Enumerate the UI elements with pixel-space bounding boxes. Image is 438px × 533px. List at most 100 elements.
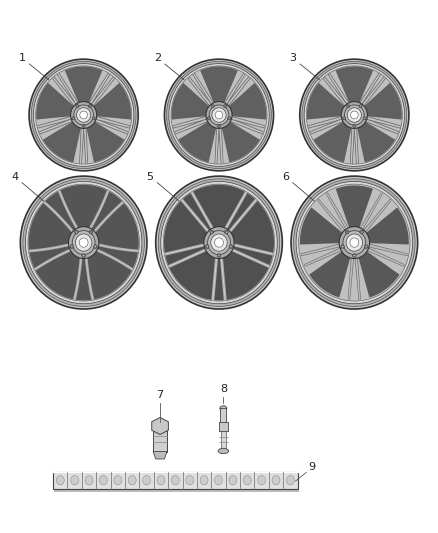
Ellipse shape	[300, 59, 409, 171]
Ellipse shape	[77, 106, 78, 107]
Text: 7: 7	[156, 391, 164, 400]
Polygon shape	[314, 122, 351, 163]
Ellipse shape	[211, 231, 213, 233]
Polygon shape	[356, 192, 382, 237]
Ellipse shape	[306, 66, 403, 164]
Ellipse shape	[217, 254, 221, 257]
Ellipse shape	[350, 111, 358, 119]
Ellipse shape	[291, 176, 418, 309]
Ellipse shape	[74, 105, 93, 125]
Polygon shape	[358, 199, 391, 239]
Ellipse shape	[353, 255, 355, 256]
Ellipse shape	[25, 181, 142, 304]
Polygon shape	[65, 67, 102, 103]
Bar	[220, 408, 226, 423]
Polygon shape	[178, 122, 216, 163]
Ellipse shape	[163, 184, 275, 301]
Polygon shape	[310, 116, 349, 134]
Ellipse shape	[224, 106, 226, 107]
Ellipse shape	[225, 230, 228, 234]
Polygon shape	[39, 116, 78, 134]
Ellipse shape	[218, 255, 220, 256]
Polygon shape	[85, 74, 110, 110]
Polygon shape	[87, 122, 124, 163]
Ellipse shape	[164, 185, 274, 301]
Ellipse shape	[68, 227, 99, 259]
Ellipse shape	[75, 234, 92, 251]
Ellipse shape	[347, 108, 361, 122]
Ellipse shape	[20, 176, 147, 309]
Ellipse shape	[93, 117, 95, 119]
Ellipse shape	[360, 106, 361, 107]
Polygon shape	[43, 122, 81, 163]
Ellipse shape	[89, 230, 93, 234]
Ellipse shape	[353, 124, 356, 127]
Ellipse shape	[210, 230, 213, 234]
Ellipse shape	[166, 61, 272, 168]
Ellipse shape	[302, 61, 407, 168]
Ellipse shape	[350, 238, 359, 247]
Polygon shape	[360, 245, 405, 266]
Text: 1: 1	[18, 53, 25, 63]
Polygon shape	[222, 122, 260, 163]
Polygon shape	[308, 115, 348, 128]
Ellipse shape	[363, 117, 366, 120]
Ellipse shape	[85, 475, 93, 485]
Ellipse shape	[345, 105, 364, 125]
Ellipse shape	[218, 125, 220, 127]
Ellipse shape	[343, 117, 345, 119]
Ellipse shape	[204, 227, 234, 259]
Text: 5: 5	[146, 172, 153, 182]
Ellipse shape	[230, 246, 232, 248]
Ellipse shape	[207, 117, 210, 120]
Ellipse shape	[71, 246, 73, 248]
Ellipse shape	[76, 104, 79, 108]
Ellipse shape	[296, 181, 413, 304]
Ellipse shape	[364, 245, 368, 248]
Polygon shape	[57, 74, 82, 110]
Ellipse shape	[205, 245, 209, 248]
Ellipse shape	[157, 475, 165, 485]
Ellipse shape	[339, 227, 370, 259]
Polygon shape	[173, 115, 213, 128]
Ellipse shape	[211, 104, 214, 108]
Ellipse shape	[99, 475, 107, 485]
Polygon shape	[152, 417, 168, 434]
Polygon shape	[354, 122, 358, 164]
Ellipse shape	[212, 108, 226, 122]
Polygon shape	[200, 67, 238, 103]
Ellipse shape	[208, 231, 230, 255]
Ellipse shape	[114, 475, 122, 485]
Ellipse shape	[128, 475, 136, 485]
Polygon shape	[348, 249, 354, 300]
Polygon shape	[304, 245, 349, 266]
Ellipse shape	[228, 117, 231, 120]
Ellipse shape	[83, 125, 85, 127]
Ellipse shape	[208, 117, 210, 119]
Ellipse shape	[143, 475, 151, 485]
Ellipse shape	[89, 106, 91, 107]
Ellipse shape	[293, 179, 415, 306]
Ellipse shape	[342, 246, 343, 248]
Text: 3: 3	[289, 53, 296, 63]
Text: 6: 6	[282, 172, 289, 182]
Polygon shape	[336, 67, 373, 103]
Polygon shape	[301, 242, 348, 256]
Ellipse shape	[206, 246, 208, 248]
Ellipse shape	[82, 124, 85, 127]
Polygon shape	[360, 116, 399, 134]
Ellipse shape	[74, 230, 78, 234]
Ellipse shape	[341, 102, 367, 128]
Polygon shape	[38, 115, 78, 128]
Ellipse shape	[228, 117, 230, 119]
Ellipse shape	[169, 63, 269, 166]
Ellipse shape	[155, 176, 283, 309]
Polygon shape	[36, 83, 74, 119]
Ellipse shape	[345, 230, 349, 234]
Text: 9: 9	[308, 462, 316, 472]
Polygon shape	[225, 115, 265, 128]
Polygon shape	[172, 83, 209, 119]
Ellipse shape	[28, 184, 139, 301]
Ellipse shape	[31, 61, 136, 168]
Ellipse shape	[347, 106, 349, 107]
